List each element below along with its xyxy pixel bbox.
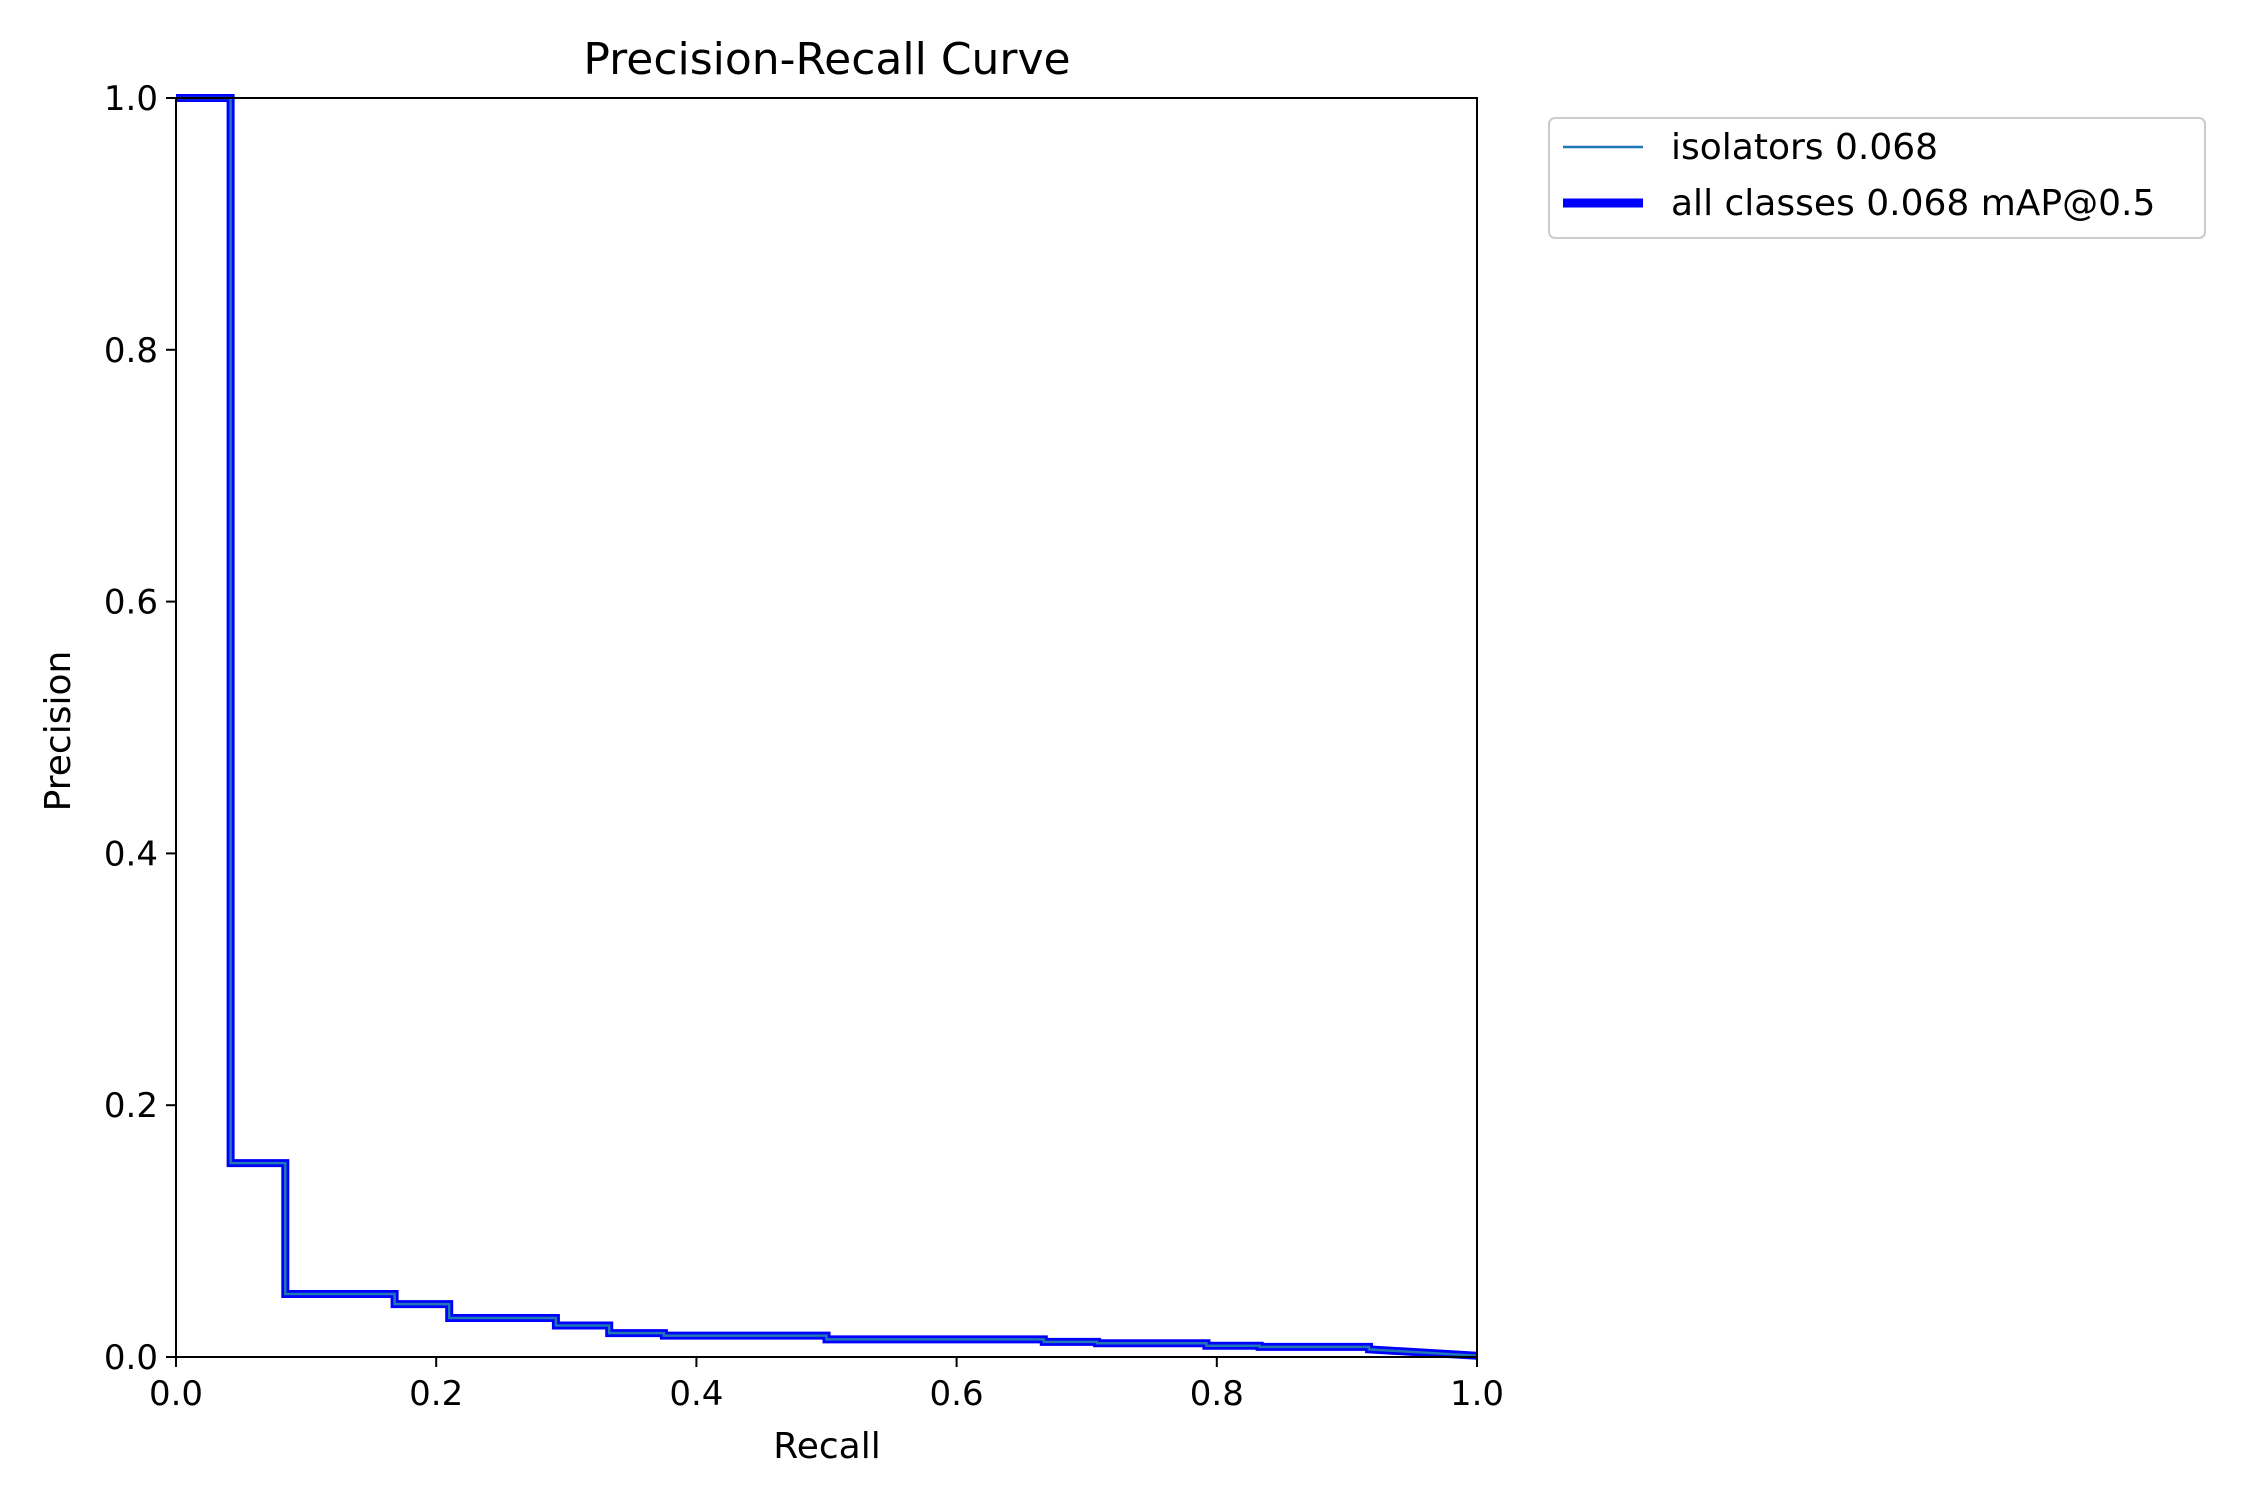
legend-label-isolators: isolators 0.068 — [1671, 127, 1938, 168]
axes-frame — [175, 97, 1478, 1358]
legend: isolators 0.068 all classes 0.068 mAP@0.… — [1548, 117, 2206, 239]
y-axis-ticks: 0.0 0.2 0.4 0.6 0.8 1.0 — [104, 79, 176, 1378]
x-axis-ticks: 0.0 0.2 0.4 0.6 0.8 1.0 — [149, 1357, 1504, 1414]
y-tick-label: 0.6 — [104, 583, 158, 623]
x-tick-label: 0.4 — [669, 1374, 723, 1414]
y-axis-label: Precision — [38, 651, 79, 812]
y-tick-label: 0.0 — [104, 1338, 158, 1378]
x-tick-label: 0.2 — [409, 1374, 463, 1414]
y-tick-label: 1.0 — [104, 79, 158, 119]
plot-lines — [176, 94, 1478, 1360]
y-tick-label: 0.8 — [104, 331, 158, 371]
x-axis-label: Recall — [773, 1426, 880, 1467]
legend-label-all-classes: all classes 0.068 mAP@0.5 — [1671, 183, 2155, 224]
y-tick-label: 0.4 — [104, 834, 158, 874]
chart-title: Precision-Recall Curve — [583, 34, 1070, 85]
legend-box — [1548, 117, 2206, 239]
y-tick-label: 0.2 — [104, 1086, 158, 1126]
series-line-isolators — [176, 96, 1478, 1357]
x-tick-label: 0.0 — [149, 1374, 203, 1414]
x-tick-label: 0.8 — [1190, 1374, 1244, 1414]
x-tick-label: 1.0 — [1450, 1374, 1504, 1414]
x-tick-label: 0.6 — [930, 1374, 984, 1414]
